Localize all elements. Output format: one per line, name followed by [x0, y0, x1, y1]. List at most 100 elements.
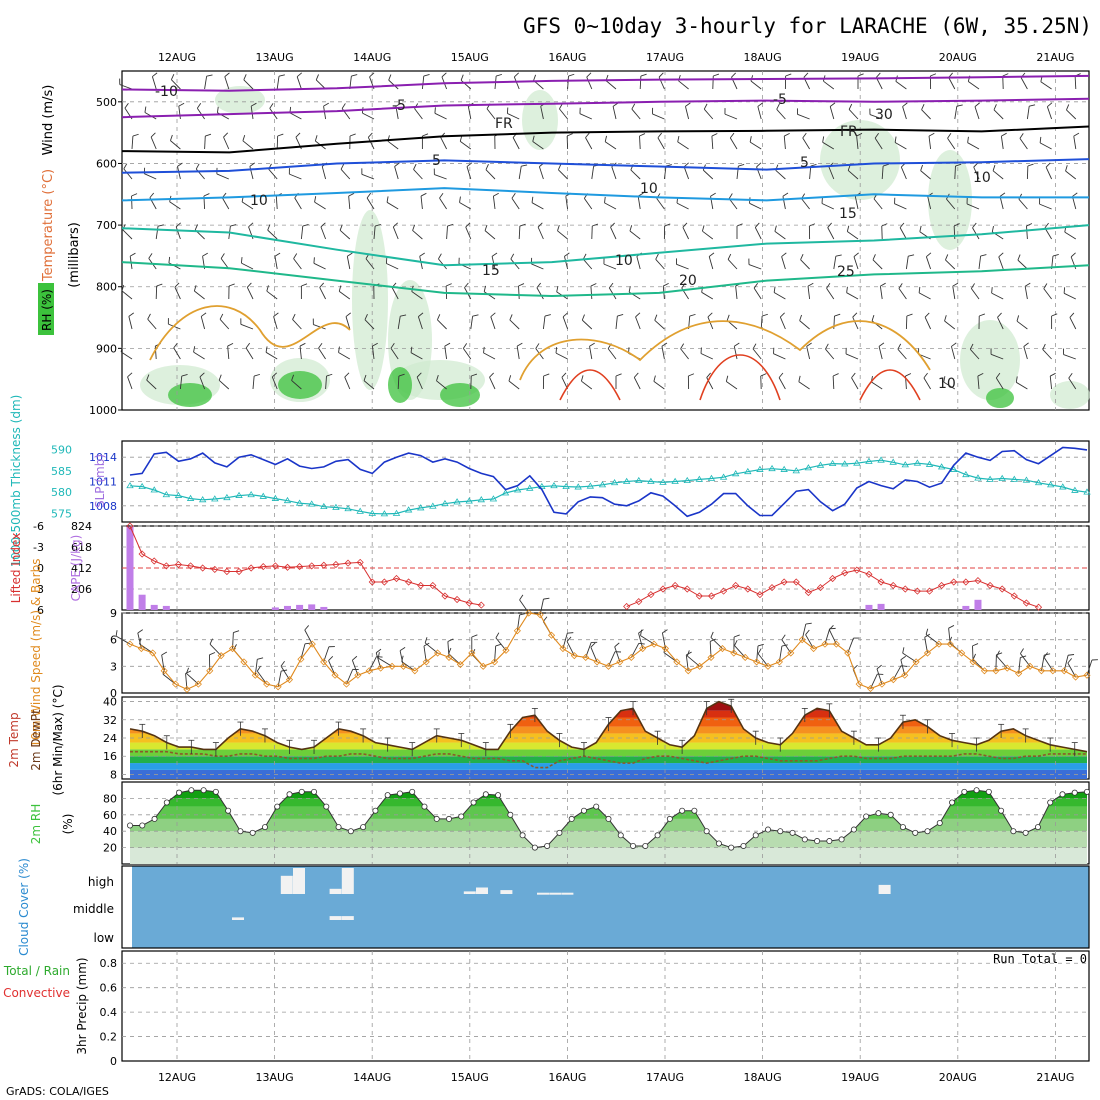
wind-barb-flag — [228, 283, 235, 287]
y-tick-label: 600 — [96, 157, 117, 170]
contour-label: 10 — [615, 253, 633, 269]
cloud-cover-bar — [878, 884, 891, 894]
wind-barb-flag — [1002, 73, 1009, 77]
wind-barb-flag — [519, 613, 526, 616]
wind-barb — [898, 288, 907, 300]
wind-barb-flag — [464, 282, 469, 288]
wind-barb — [315, 79, 326, 90]
y-tick-label: 0.2 — [100, 1031, 118, 1044]
wind-barb — [1067, 662, 1077, 678]
wind-barb — [340, 169, 351, 180]
wind-barb-flag — [233, 644, 237, 650]
wind-barb-flag — [242, 134, 246, 141]
wind-speed-marker — [775, 658, 783, 666]
wind-barb-flag — [390, 343, 395, 349]
wind-barb-flag — [1001, 132, 1007, 137]
wind-speed-marker — [1083, 671, 1091, 679]
wind-barb-flag — [662, 629, 668, 634]
rh-marker — [703, 828, 710, 835]
wind-barb-flag — [586, 72, 592, 78]
wind-barb — [685, 106, 690, 120]
wind-barb-flag — [418, 312, 424, 317]
wind-barb-flag — [713, 73, 720, 77]
wind-barb — [194, 290, 205, 300]
y-tick-label: 32 — [103, 714, 117, 727]
wind-barb-flag — [899, 222, 905, 228]
wind-barb-flag — [295, 132, 301, 138]
thickness-marker — [598, 481, 607, 488]
wind-barb — [245, 347, 254, 360]
wind-barb-flag — [580, 375, 584, 382]
wind-barb — [637, 196, 641, 210]
wind-barb — [1070, 256, 1077, 270]
thickness-marker — [816, 461, 825, 468]
thickness-marker — [392, 509, 401, 516]
wind-speed-marker — [992, 667, 1000, 675]
rh-marker — [899, 824, 906, 831]
wind-barb — [171, 79, 181, 90]
wind-barb — [1063, 354, 1076, 360]
wind-barb-flag — [424, 637, 428, 644]
wind-speed-marker — [718, 644, 726, 653]
contour-label: 10 — [640, 181, 658, 197]
wind-barb — [612, 106, 617, 120]
wind-barb-flag — [1047, 102, 1053, 108]
thickness-marker — [707, 474, 716, 481]
run-total-label: Run Total = 0 — [993, 952, 1087, 966]
y-tick-label: 40 — [103, 696, 117, 709]
top-date-label: 13AUG — [256, 51, 294, 64]
wind-barb — [123, 168, 133, 180]
rh-band — [130, 847, 1087, 864]
wind-barb — [822, 141, 835, 150]
wind-barb-flag — [423, 74, 430, 77]
wind-barb — [555, 352, 568, 360]
top-date-label: 17AUG — [646, 51, 684, 64]
wind-barb-flag — [395, 102, 402, 107]
y-tick-label: 575 — [51, 507, 72, 520]
wind-barb-flag — [628, 286, 631, 293]
wind-barb — [921, 109, 931, 120]
wind-barb — [440, 137, 448, 150]
rh-marker — [863, 813, 870, 820]
wind-barb — [532, 141, 544, 150]
wind-barb-flag — [604, 135, 607, 142]
rh-marker — [151, 815, 158, 822]
wind-speed-marker — [240, 658, 248, 666]
wind-barb — [483, 291, 496, 300]
bottom-date-label: 15AUG — [451, 1071, 489, 1084]
wind-barb — [630, 643, 640, 658]
wind-barb — [318, 347, 326, 360]
wind-speed-marker — [160, 667, 168, 675]
wind-barb-flag — [491, 252, 498, 257]
top-date-label: 19AUG — [841, 51, 879, 64]
cloud-cover-bar — [293, 868, 305, 894]
bottom-date-label: 18AUG — [744, 1071, 782, 1084]
rh-shading-moist — [168, 383, 212, 407]
wind-barb-flag — [1050, 372, 1056, 377]
wind-barb — [401, 661, 416, 672]
wind-barb-flag — [366, 192, 372, 199]
wind-speed-marker — [901, 671, 909, 679]
cape-bar — [150, 604, 158, 610]
wind-barb — [320, 226, 327, 240]
wind-speed-marker — [126, 640, 134, 648]
rh-marker — [225, 807, 232, 814]
wind-barb-flag — [703, 103, 708, 110]
thickness-marker — [1022, 476, 1031, 483]
wind-barb — [773, 292, 786, 300]
wind-barb — [170, 140, 181, 150]
wind-barb — [366, 197, 375, 210]
wind-barb-flag — [256, 665, 261, 672]
wind-barb-flag — [757, 102, 763, 107]
wind-barb — [294, 197, 302, 210]
thickness-marker — [417, 504, 425, 511]
wind-barb-flag — [170, 74, 175, 80]
wind-barb-flag — [398, 373, 405, 377]
wind-speed-marker — [1072, 673, 1080, 681]
wind-barb — [873, 198, 883, 210]
rh-band — [130, 798, 1087, 807]
wind-barb-flag — [344, 372, 350, 378]
temp-band — [130, 763, 1087, 770]
wind-barb — [371, 346, 375, 360]
rh-marker — [311, 788, 318, 795]
